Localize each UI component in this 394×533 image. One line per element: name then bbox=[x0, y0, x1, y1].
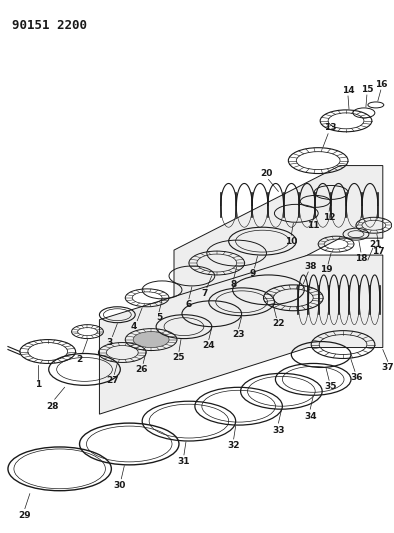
Text: 33: 33 bbox=[272, 425, 284, 434]
Text: 6: 6 bbox=[186, 300, 192, 309]
Text: 17: 17 bbox=[372, 247, 385, 256]
Text: 18: 18 bbox=[355, 254, 367, 263]
Text: 35: 35 bbox=[325, 382, 337, 391]
Text: 2: 2 bbox=[76, 355, 83, 364]
Text: 13: 13 bbox=[324, 123, 336, 132]
Ellipse shape bbox=[133, 332, 169, 348]
Text: 16: 16 bbox=[375, 79, 387, 88]
Text: 4: 4 bbox=[131, 322, 138, 331]
Text: 22: 22 bbox=[272, 319, 284, 328]
Text: 12: 12 bbox=[323, 213, 335, 222]
Text: 14: 14 bbox=[342, 85, 354, 94]
Text: 25: 25 bbox=[173, 353, 185, 362]
Text: 36: 36 bbox=[351, 373, 363, 382]
Text: 8: 8 bbox=[230, 280, 237, 289]
Text: 34: 34 bbox=[304, 411, 316, 421]
Text: 11: 11 bbox=[307, 221, 320, 230]
Text: 30: 30 bbox=[113, 481, 126, 490]
Text: 9: 9 bbox=[249, 270, 256, 278]
Text: 15: 15 bbox=[361, 85, 373, 93]
Text: 24: 24 bbox=[203, 341, 215, 350]
Text: 32: 32 bbox=[227, 441, 240, 450]
Text: 26: 26 bbox=[135, 365, 147, 374]
Text: 27: 27 bbox=[106, 376, 119, 385]
Text: 23: 23 bbox=[232, 330, 245, 339]
Text: 7: 7 bbox=[202, 289, 208, 298]
Text: 5: 5 bbox=[156, 313, 162, 322]
Text: 90151 2200: 90151 2200 bbox=[12, 19, 87, 33]
Text: 1: 1 bbox=[35, 380, 41, 389]
Text: 37: 37 bbox=[381, 363, 394, 372]
Text: 29: 29 bbox=[19, 511, 31, 520]
Text: 10: 10 bbox=[285, 237, 297, 246]
Text: 3: 3 bbox=[106, 338, 113, 347]
Text: 21: 21 bbox=[370, 240, 382, 248]
Text: 38: 38 bbox=[304, 262, 316, 271]
Polygon shape bbox=[99, 255, 383, 414]
Polygon shape bbox=[174, 166, 383, 325]
Text: 28: 28 bbox=[46, 402, 59, 411]
Text: 20: 20 bbox=[260, 169, 273, 178]
Text: 31: 31 bbox=[178, 457, 190, 466]
Text: 19: 19 bbox=[320, 265, 333, 274]
